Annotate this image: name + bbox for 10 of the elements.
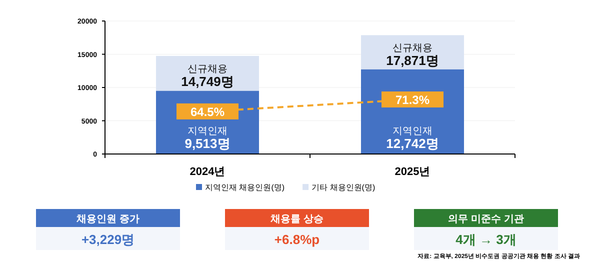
x-tick-label: 2024년 — [190, 166, 226, 178]
data-label: 지역인재 12,742명 — [386, 126, 439, 151]
data-label: 64.5% — [190, 104, 225, 119]
data-label: 지역인재 9,513명 — [184, 126, 230, 151]
legend-label: 기타 채용인원(명) — [312, 183, 376, 192]
total-label: 신규채용 14,749명 — [181, 64, 234, 89]
data-label: 71.3% — [395, 92, 430, 107]
x-tick-label: 2025년 — [394, 166, 430, 178]
legend-label: 지역인재 채용인원(명) — [205, 183, 285, 192]
total-label: 신규채용 17,871명 — [386, 43, 439, 68]
